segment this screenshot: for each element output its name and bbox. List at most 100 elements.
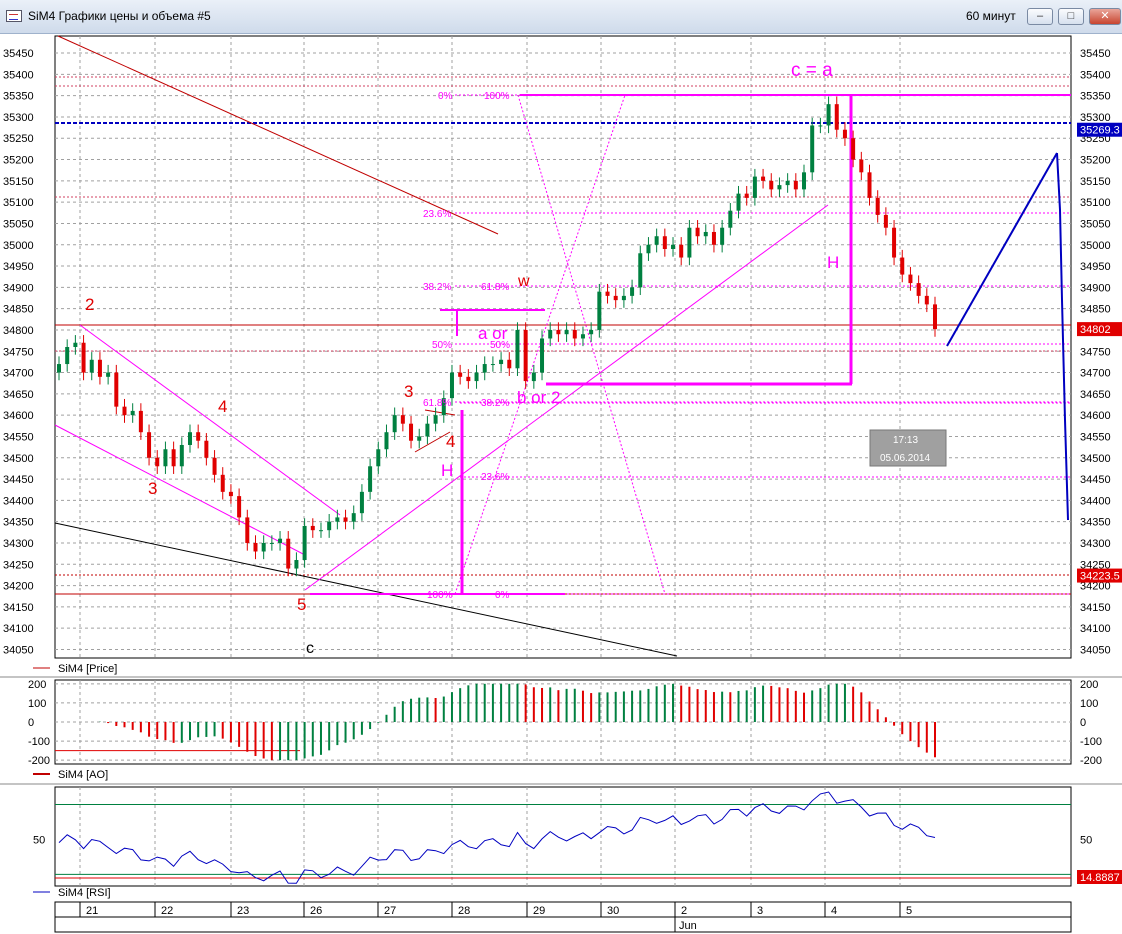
y-tick-label-left: 34250 [3,559,34,571]
candle-body [368,466,373,492]
y-tick-label-left: 34150 [3,602,34,614]
y-tick-label-left: 34300 [3,538,34,550]
candle-body [785,180,790,186]
candle-body [900,257,905,275]
candle-body [752,176,757,198]
candle-body [810,125,815,173]
ao-tick-left: 200 [28,679,46,691]
candle-body [57,364,61,373]
candle-body [73,342,78,347]
y-tick-label-right: 34200 [1080,581,1111,593]
wave-annotation: a or [478,324,508,343]
fib-label: 23.6% [481,472,509,483]
y-tick-label-left: 35300 [3,112,34,124]
y-tick-label-right: 35450 [1080,48,1111,60]
month-label: Jun [679,920,697,932]
channel-line [54,424,306,556]
candle-body [335,517,340,522]
candle-body [859,159,864,173]
y-tick-label-right: 35200 [1080,155,1111,167]
y-tick-label-right: 34150 [1080,602,1111,614]
ao-legend-label: SiM4 [AO] [58,769,108,781]
candle-body [220,474,225,492]
y-tick-label-left: 34950 [3,261,34,273]
candle-body [802,172,807,190]
candle-body [343,517,348,522]
fib-label: 61.8% [423,398,451,409]
candle-body [605,291,610,296]
y-tick-label-left: 34900 [3,282,34,294]
candle-body [490,364,495,366]
fib-label: 0% [495,590,510,601]
close-button[interactable]: ✕ [1089,8,1121,25]
candle-body [933,304,937,330]
y-tick-label-left: 34050 [3,644,34,656]
y-tick-label-right: 34350 [1080,517,1111,529]
tooltip-date: 05.06.2014 [880,453,930,464]
minimize-button[interactable]: – [1027,8,1053,25]
triangle-line [424,409,456,416]
trend-line [57,35,499,235]
y-tick-label-right: 34400 [1080,495,1111,507]
candle-body [662,236,667,250]
day-label: 27 [384,905,396,917]
candle-body [744,193,749,198]
candle-body [761,176,766,181]
candle-body [474,372,479,382]
y-tick-label-left: 34750 [3,346,34,358]
candle-body [228,491,233,497]
projection-line [946,152,1058,347]
y-tick-label-left: 34400 [3,495,34,507]
timeframe-label[interactable]: 60 минут [966,9,1016,23]
y-tick-label-left: 35200 [3,155,34,167]
fib-label: 38.2% [481,398,509,409]
fib-label: 100% [427,590,453,601]
price-marker-box [1077,322,1122,337]
window-title: SiM4 Графики цены и объема #5 [28,9,211,23]
price-marker-box [1077,122,1122,137]
y-tick-label-right: 34550 [1080,431,1111,443]
candle-body [548,329,553,339]
fan-line [517,94,666,595]
candle-body [597,291,602,330]
candle-body [572,329,577,339]
candle-body [294,560,299,569]
candle-body [695,227,700,237]
wave-annotation: c [306,640,314,657]
ao-tick-right: 0 [1080,717,1086,729]
fib-label: 100% [484,91,510,102]
ao-tick-left: -100 [28,736,50,748]
price-marker-box [1077,568,1122,583]
candle-body [433,415,438,424]
candle-body [671,244,676,250]
candle-body [400,415,405,424]
y-tick-label-left: 34350 [3,517,34,529]
day-label: 22 [161,905,173,917]
day-label: 21 [86,905,98,917]
ao-tick-left: -200 [28,755,50,767]
y-tick-label-right: 35350 [1080,91,1111,103]
y-tick-label-right: 34700 [1080,368,1111,380]
fib-label: 50% [490,340,510,351]
ao-tick-left: 0 [28,717,34,729]
candle-body [261,542,266,552]
candle-body [580,334,585,339]
candle-body [875,197,880,215]
wave-annotation: b or 2 [517,388,560,407]
y-tick-label-right: 34100 [1080,623,1111,635]
price-marker-label: 35269.3 [1080,125,1120,137]
projection-line [1056,152,1069,521]
rsi-value-box [1077,870,1122,884]
fib-label: 61.8% [481,282,509,293]
y-tick-label-right: 35400 [1080,69,1111,81]
candle-body [703,231,708,237]
candle-body [867,172,872,198]
maximize-button[interactable]: □ [1058,8,1084,25]
candle-body [793,180,798,190]
y-tick-label-left: 34450 [3,474,34,486]
candle-body [269,542,274,544]
day-label: 30 [607,905,619,917]
candle-body [253,542,258,552]
candle-body [531,372,536,382]
